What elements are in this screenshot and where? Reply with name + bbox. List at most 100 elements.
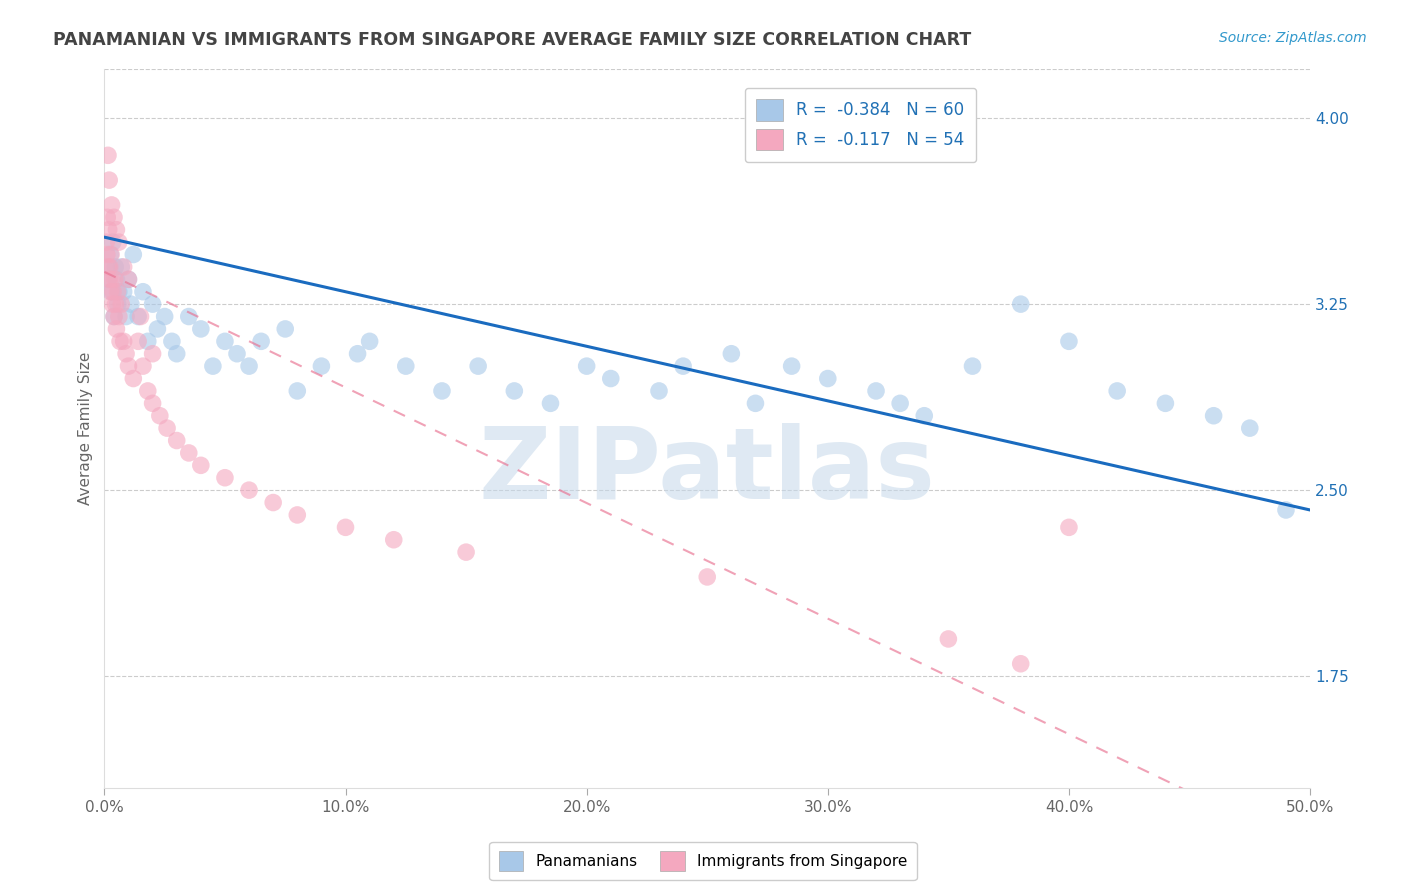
Point — [346, 347, 368, 361]
Point — [250, 334, 273, 349]
Point — [166, 347, 188, 361]
Point — [166, 434, 188, 448]
Point — [97, 260, 120, 274]
Point — [107, 285, 129, 299]
Point — [132, 359, 155, 373]
Point — [146, 322, 169, 336]
Point — [744, 396, 766, 410]
Point — [1239, 421, 1261, 435]
Point — [108, 310, 131, 324]
Point — [101, 297, 124, 311]
Point — [132, 285, 155, 299]
Point — [456, 545, 478, 559]
Point — [104, 260, 127, 274]
Point — [100, 285, 122, 299]
Point — [98, 272, 121, 286]
Point — [96, 211, 118, 225]
Point — [103, 310, 125, 324]
Point — [190, 458, 212, 473]
Point — [129, 310, 152, 324]
Y-axis label: Average Family Size: Average Family Size — [79, 351, 93, 505]
Point — [112, 285, 135, 299]
Point — [214, 334, 236, 349]
Point — [105, 322, 128, 336]
Point — [115, 310, 138, 324]
Point — [97, 272, 120, 286]
Point — [285, 508, 308, 522]
Point — [96, 235, 118, 249]
Point — [122, 247, 145, 261]
Point — [100, 285, 122, 299]
Point — [962, 359, 984, 373]
Point — [177, 446, 200, 460]
Point — [780, 359, 803, 373]
Point — [1275, 503, 1298, 517]
Point — [648, 384, 671, 398]
Point — [430, 384, 453, 398]
Point — [153, 310, 176, 324]
Point — [110, 297, 132, 311]
Point — [98, 173, 121, 187]
Point — [1154, 396, 1177, 410]
Point — [100, 198, 122, 212]
Point — [1202, 409, 1225, 423]
Point — [1057, 520, 1080, 534]
Point — [127, 334, 149, 349]
Point — [190, 322, 212, 336]
Point — [104, 297, 127, 311]
Point — [1010, 657, 1032, 671]
Point — [1010, 297, 1032, 311]
Point — [127, 310, 149, 324]
Point — [599, 371, 621, 385]
Point — [889, 396, 911, 410]
Point — [107, 297, 129, 311]
Point — [142, 297, 165, 311]
Point — [115, 347, 138, 361]
Text: Source: ZipAtlas.com: Source: ZipAtlas.com — [1219, 31, 1367, 45]
Point — [117, 272, 139, 286]
Point — [1107, 384, 1129, 398]
Text: ZIPatlas: ZIPatlas — [479, 423, 935, 520]
Point — [149, 409, 172, 423]
Point — [938, 632, 960, 646]
Point — [160, 334, 183, 349]
Point — [97, 148, 120, 162]
Point — [359, 334, 381, 349]
Point — [865, 384, 887, 398]
Point — [117, 272, 139, 286]
Point — [467, 359, 489, 373]
Point — [238, 359, 260, 373]
Point — [672, 359, 695, 373]
Point — [104, 272, 127, 286]
Point — [100, 247, 122, 261]
Point — [262, 495, 284, 509]
Point — [142, 396, 165, 410]
Point — [311, 359, 333, 373]
Point — [1057, 334, 1080, 349]
Legend: Panamanians, Immigrants from Singapore: Panamanians, Immigrants from Singapore — [489, 842, 917, 880]
Point — [105, 223, 128, 237]
Point — [108, 334, 131, 349]
Point — [817, 371, 839, 385]
Point — [696, 570, 718, 584]
Point — [98, 260, 121, 274]
Point — [117, 359, 139, 373]
Point — [238, 483, 260, 497]
Point — [156, 421, 179, 435]
Point — [101, 285, 124, 299]
Point — [122, 371, 145, 385]
Point — [100, 247, 122, 261]
Point — [98, 260, 121, 274]
Point — [100, 272, 122, 286]
Point — [720, 347, 742, 361]
Point — [177, 310, 200, 324]
Point — [112, 260, 135, 274]
Point — [226, 347, 249, 361]
Point — [335, 520, 357, 534]
Point — [136, 384, 159, 398]
Point — [108, 285, 131, 299]
Point — [503, 384, 526, 398]
Point — [575, 359, 598, 373]
Text: PANAMANIAN VS IMMIGRANTS FROM SINGAPORE AVERAGE FAMILY SIZE CORRELATION CHART: PANAMANIAN VS IMMIGRANTS FROM SINGAPORE … — [53, 31, 972, 49]
Point — [285, 384, 308, 398]
